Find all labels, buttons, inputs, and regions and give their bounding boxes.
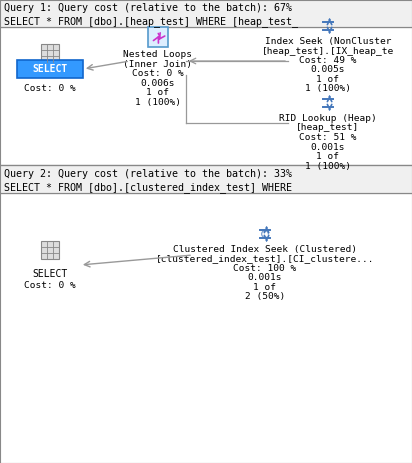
Bar — [0, 194, 412, 463]
Text: 0.001s: 0.001s — [248, 273, 282, 282]
Text: 1 of: 1 of — [316, 152, 339, 161]
Text: 1 (100%): 1 (100%) — [135, 97, 181, 106]
Text: [heap_test].[IX_heap_te: [heap_test].[IX_heap_te — [262, 46, 394, 56]
Bar — [0, 28, 412, 166]
Text: Nested Loops: Nested Loops — [124, 50, 192, 59]
Text: (Inner Join): (Inner Join) — [124, 59, 192, 69]
Text: 0.005s: 0.005s — [311, 65, 345, 75]
Text: Cost: 49 %: Cost: 49 % — [299, 56, 357, 65]
Text: 1 (100%): 1 (100%) — [305, 161, 351, 170]
Bar — [17, 61, 83, 79]
Text: SELECT * FROM [dbo].[clustered_index_test] WHERE: SELECT * FROM [dbo].[clustered_index_tes… — [4, 181, 298, 193]
Text: 2 (50%): 2 (50%) — [245, 292, 285, 301]
Text: Cost: 51 %: Cost: 51 % — [299, 133, 357, 142]
Text: 1 of: 1 of — [147, 88, 169, 97]
Text: Cost: 0 %: Cost: 0 % — [24, 84, 76, 93]
Text: SELECT: SELECT — [33, 269, 68, 278]
Text: [clustered_index_test].[CI_clustere...: [clustered_index_test].[CI_clustere... — [156, 254, 374, 263]
Text: Cost: 0 %: Cost: 0 % — [132, 69, 184, 78]
Text: 1 of: 1 of — [253, 282, 276, 291]
Text: 0.006s: 0.006s — [141, 78, 175, 88]
Text: Clustered Index Seek (Clustered): Clustered Index Seek (Clustered) — [173, 244, 357, 253]
Text: 1 of: 1 of — [316, 75, 339, 84]
Text: RID Lookup (Heap): RID Lookup (Heap) — [279, 114, 377, 123]
Text: [heap_test]: [heap_test] — [296, 123, 360, 132]
Text: Index Seek (NonCluster: Index Seek (NonCluster — [265, 37, 391, 46]
Bar — [0, 0, 412, 28]
Text: SELECT * FROM [dbo].[heap_test] WHERE [heap_test_: SELECT * FROM [dbo].[heap_test] WHERE [h… — [4, 16, 298, 27]
Bar — [41, 45, 59, 63]
Text: 0.001s: 0.001s — [311, 142, 345, 151]
Text: Query 2: Query cost (relative to the batch): 33%: Query 2: Query cost (relative to the bat… — [4, 169, 292, 179]
Text: Cost: 100 %: Cost: 100 % — [233, 263, 297, 272]
Bar — [148, 28, 168, 48]
Bar — [0, 166, 412, 194]
Text: 1 (100%): 1 (100%) — [305, 84, 351, 94]
Text: SELECT: SELECT — [33, 64, 68, 74]
Bar — [41, 242, 59, 259]
Text: Query 1: Query cost (relative to the batch): 67%: Query 1: Query cost (relative to the bat… — [4, 3, 292, 13]
Text: Cost: 0 %: Cost: 0 % — [24, 281, 76, 289]
